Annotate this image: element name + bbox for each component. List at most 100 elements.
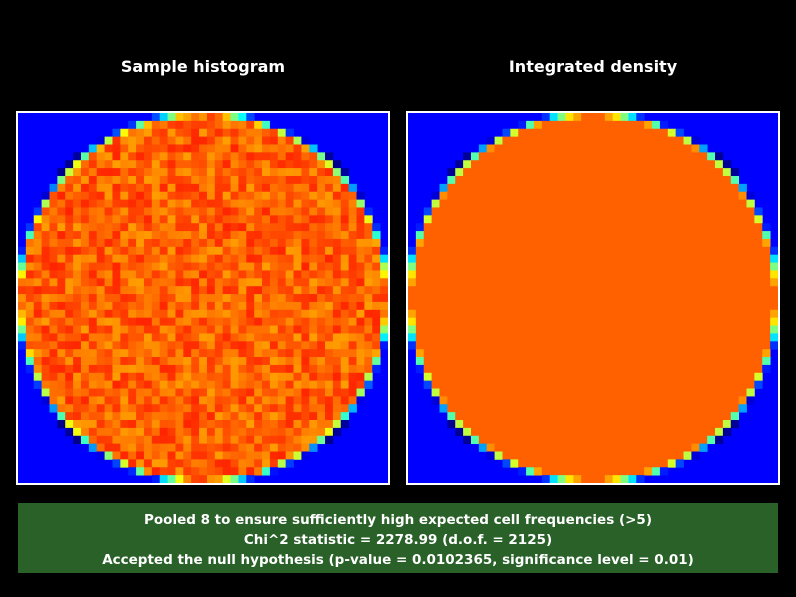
histogram-cell bbox=[199, 333, 208, 342]
histogram-cell bbox=[175, 341, 184, 350]
histogram-cell bbox=[65, 372, 74, 382]
histogram-cell bbox=[301, 168, 310, 177]
density-cell bbox=[659, 136, 669, 145]
density-cell bbox=[596, 357, 606, 366]
density-cell bbox=[565, 199, 574, 208]
density-cell bbox=[612, 262, 621, 271]
density-cell bbox=[628, 427, 637, 437]
density-cell bbox=[683, 301, 692, 311]
histogram-cell bbox=[262, 175, 271, 185]
histogram-cell bbox=[214, 325, 224, 334]
histogram-cell bbox=[325, 254, 334, 263]
histogram-cell bbox=[33, 357, 43, 366]
histogram-cell bbox=[120, 364, 129, 374]
density-cell bbox=[589, 128, 598, 138]
histogram-cell bbox=[230, 183, 239, 193]
histogram-cell bbox=[80, 372, 90, 382]
density-cell bbox=[628, 349, 637, 358]
histogram-cell bbox=[199, 357, 208, 366]
density-cell bbox=[415, 341, 425, 350]
density-cell bbox=[675, 396, 684, 405]
density-cell bbox=[549, 262, 558, 271]
histogram-cell bbox=[269, 364, 279, 374]
density-cell bbox=[526, 238, 535, 248]
histogram-cell bbox=[159, 254, 168, 263]
density-cell bbox=[738, 309, 747, 319]
histogram-cell bbox=[206, 372, 216, 382]
density-cell bbox=[589, 152, 598, 161]
histogram-cell bbox=[206, 404, 216, 413]
density-cell bbox=[596, 286, 606, 295]
histogram-cell bbox=[41, 262, 50, 271]
density-cell bbox=[652, 459, 661, 468]
histogram-cell bbox=[96, 451, 105, 460]
density-cell bbox=[699, 144, 708, 153]
density-cell bbox=[470, 160, 480, 169]
histogram-cell bbox=[325, 325, 334, 334]
histogram-cell bbox=[277, 357, 287, 366]
histogram-cell bbox=[372, 231, 381, 240]
density-cell bbox=[707, 175, 716, 185]
density-cell bbox=[470, 270, 480, 279]
density-cell bbox=[628, 341, 637, 350]
histogram-cell bbox=[199, 246, 208, 256]
histogram-cell bbox=[238, 443, 247, 452]
density-cell bbox=[589, 262, 598, 271]
density-cell bbox=[604, 152, 614, 161]
density-cell bbox=[667, 223, 677, 232]
density-cell bbox=[659, 144, 669, 153]
density-cell bbox=[628, 396, 637, 405]
density-cell bbox=[510, 420, 519, 429]
density-cell bbox=[644, 223, 653, 232]
density-cell bbox=[652, 270, 661, 279]
density-cell bbox=[715, 199, 724, 208]
density-cell bbox=[722, 270, 732, 279]
histogram-cell bbox=[356, 364, 365, 374]
histogram-cell bbox=[175, 223, 184, 232]
histogram-cell bbox=[136, 160, 145, 169]
density-cell bbox=[486, 286, 495, 295]
histogram-cell bbox=[128, 183, 137, 193]
density-cell bbox=[486, 254, 495, 263]
histogram-cell bbox=[246, 120, 255, 130]
histogram-cell bbox=[151, 443, 161, 452]
density-cell bbox=[746, 341, 755, 350]
histogram-cell bbox=[175, 136, 184, 145]
density-cell bbox=[644, 333, 653, 342]
histogram-cell bbox=[285, 286, 294, 295]
histogram-cell bbox=[222, 475, 231, 483]
histogram-cell bbox=[65, 420, 74, 429]
density-cell bbox=[738, 231, 747, 240]
histogram-cell bbox=[356, 341, 365, 350]
density-cell bbox=[596, 349, 606, 358]
histogram-cell bbox=[340, 364, 350, 374]
histogram-cell bbox=[356, 333, 365, 342]
density-cell bbox=[455, 372, 464, 382]
histogram-cell bbox=[199, 136, 208, 145]
histogram-cell bbox=[340, 372, 350, 382]
density-cell bbox=[502, 427, 511, 437]
density-cell bbox=[746, 231, 755, 240]
histogram-cell bbox=[104, 270, 113, 279]
density-cell bbox=[502, 199, 511, 208]
density-cell bbox=[447, 215, 456, 224]
density-cell bbox=[683, 215, 692, 224]
histogram-cell bbox=[57, 333, 66, 342]
density-cell bbox=[502, 333, 511, 342]
histogram-cell bbox=[325, 341, 334, 350]
histogram-cell bbox=[49, 231, 58, 240]
density-cell bbox=[541, 113, 551, 122]
density-cell bbox=[589, 325, 598, 334]
density-cell bbox=[612, 223, 621, 232]
histogram-cell bbox=[309, 333, 318, 342]
density-cell bbox=[415, 254, 425, 263]
density-cell bbox=[526, 160, 535, 169]
density-cell bbox=[447, 341, 456, 350]
histogram-cell bbox=[88, 380, 98, 389]
histogram-cell bbox=[214, 246, 224, 256]
histogram-cell bbox=[246, 388, 255, 397]
histogram-cell bbox=[277, 325, 287, 334]
density-cell bbox=[549, 380, 558, 389]
histogram-cell bbox=[380, 341, 388, 350]
histogram-cell bbox=[80, 404, 90, 413]
